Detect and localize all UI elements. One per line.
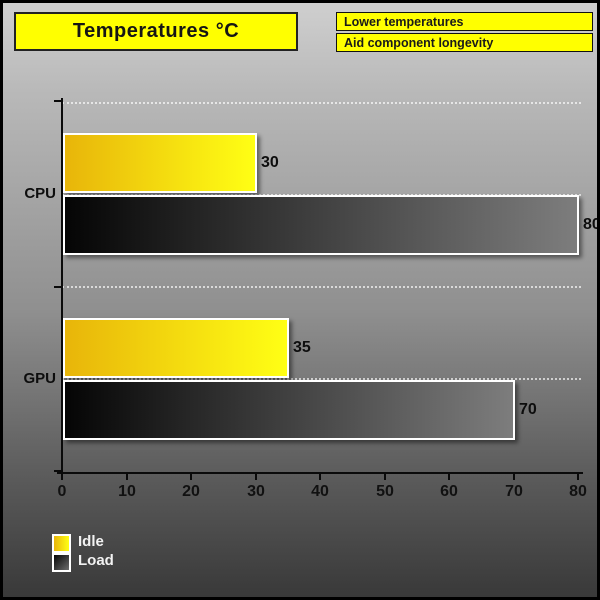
x-axis-tick: [319, 474, 321, 480]
gridline: [62, 286, 581, 288]
x-tick-label: 20: [182, 483, 200, 500]
chart-title-box: Temperatures °C: [14, 12, 298, 51]
bar-gpu-load: [63, 380, 515, 440]
category-label-cpu: CPU: [24, 185, 56, 202]
x-tick-label: 60: [440, 483, 458, 500]
x-tick-label: 50: [376, 483, 394, 500]
note-aid-component-longevity-text: Aid component longevity: [344, 35, 494, 50]
x-axis-tick: [190, 474, 192, 480]
legend-label-idle: Idle: [78, 533, 104, 550]
x-axis-tick: [384, 474, 386, 480]
x-axis-tick: [513, 474, 515, 480]
x-tick-label: 70: [505, 483, 523, 500]
gridline: [62, 102, 581, 104]
value-label-cpu-load: 80: [583, 216, 600, 233]
y-axis-tick: [54, 286, 62, 288]
y-axis-tick: [54, 100, 62, 102]
note-aid-component-longevity: Aid component longevity: [336, 33, 593, 52]
legend-label-load: Load: [78, 552, 114, 569]
x-axis-tick: [255, 474, 257, 480]
legend-swatch-load: [52, 553, 71, 572]
legend-swatch-idle: [52, 534, 71, 553]
x-tick-label: 30: [247, 483, 265, 500]
x-axis-tick: [126, 474, 128, 480]
x-tick-label: 80: [569, 483, 587, 500]
x-axis-tick: [577, 474, 579, 480]
x-tick-label: 40: [311, 483, 329, 500]
value-label-gpu-idle: 35: [293, 339, 311, 356]
chart-title: Temperatures °C: [72, 20, 240, 42]
bar-gpu-idle: [63, 318, 289, 378]
gridline: [62, 378, 581, 380]
x-tick-label: 0: [57, 483, 67, 500]
x-tick-label: 10: [118, 483, 136, 500]
value-label-gpu-load: 70: [519, 401, 537, 418]
x-axis-tick: [448, 474, 450, 480]
note-lower-temperatures-text: Lower temperatures: [344, 14, 464, 29]
bar-cpu-idle: [63, 133, 257, 193]
category-label-gpu: GPU: [23, 370, 56, 387]
y-axis: [61, 98, 63, 475]
y-axis-tick: [54, 470, 62, 472]
value-label-cpu-idle: 30: [261, 154, 279, 171]
bar-cpu-load: [63, 195, 579, 255]
x-axis: [57, 472, 583, 474]
note-lower-temperatures: Lower temperatures: [336, 12, 593, 31]
x-axis-tick: [61, 474, 63, 480]
